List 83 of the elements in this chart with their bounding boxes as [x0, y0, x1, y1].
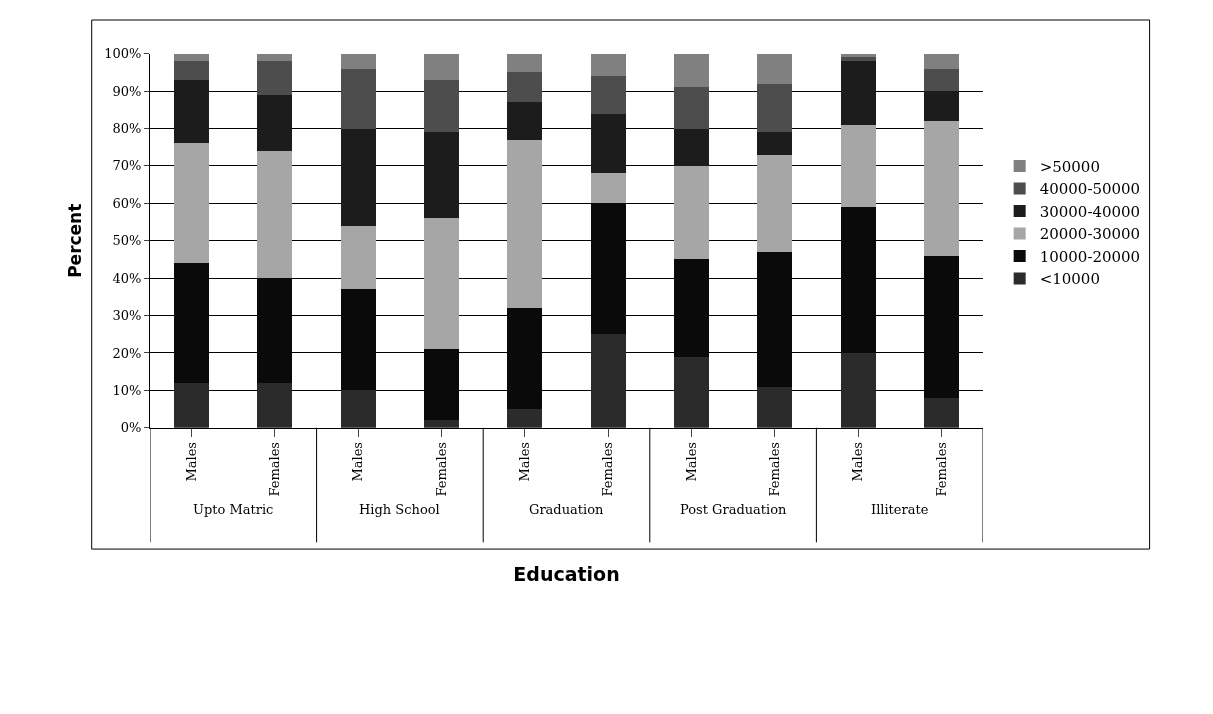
bar [757, 83, 793, 133]
bar [923, 53, 959, 69]
bar [257, 150, 293, 279]
x-tick-label: Males [350, 441, 366, 482]
text: Graduation [529, 502, 604, 517]
y-tick-label: 60% [112, 195, 142, 211]
legend-label: 20000-30000 [1039, 225, 1141, 244]
bar [424, 420, 460, 428]
bar [174, 53, 210, 62]
legend-label: <10000 [1039, 270, 1100, 289]
bar [757, 132, 793, 155]
x-tick-label: Females [766, 441, 782, 497]
x-tick-label: Males [850, 441, 866, 482]
bar [673, 165, 709, 260]
y-tick-label: 40% [112, 270, 142, 286]
y-tick-label: 30% [112, 308, 142, 324]
bar [257, 61, 293, 95]
bar [424, 53, 460, 80]
x-tick-label: Males [517, 441, 533, 482]
x-tick-label: Males [183, 441, 199, 482]
bar [673, 53, 709, 88]
bar [424, 218, 460, 350]
y-tick-label: 50% [112, 233, 142, 249]
y-tick-label: 80% [112, 121, 142, 137]
bar [590, 113, 626, 174]
bar [507, 102, 543, 140]
bar [923, 121, 959, 256]
legend-label: 10000-20000 [1039, 247, 1141, 266]
bar [174, 382, 210, 428]
y-tick-label: 90% [112, 83, 142, 99]
y-tick-label: 20% [112, 345, 142, 361]
legend-label: 40000-50000 [1039, 180, 1141, 199]
y-tick-label: 100% [104, 46, 142, 62]
bar [174, 143, 210, 264]
bar [257, 53, 293, 62]
bar [590, 334, 626, 428]
bar [507, 72, 543, 103]
x-tick-label: Females [267, 441, 283, 497]
y-tick-label: 70% [112, 158, 142, 174]
bar [923, 397, 959, 428]
bar [840, 61, 876, 125]
bar [923, 91, 959, 122]
text: Post Graduation [680, 502, 788, 517]
bar [340, 53, 376, 69]
bar [257, 94, 293, 151]
bar [590, 53, 626, 77]
bar [340, 68, 376, 129]
x-tick-label: Males [683, 441, 699, 482]
bar [424, 132, 460, 219]
y-tick-label: 0% [120, 420, 142, 436]
bar [840, 57, 876, 62]
y-axis-title: Percent [64, 203, 85, 278]
bar [757, 53, 793, 84]
text: Illiterate [871, 502, 929, 517]
bar [174, 61, 210, 80]
bar [424, 79, 460, 133]
bar [257, 382, 293, 428]
bar [340, 225, 376, 290]
legend-label: 30000-40000 [1039, 202, 1141, 221]
y-tick-label: 10% [112, 382, 142, 398]
legend-label: >50000 [1039, 157, 1100, 176]
bar [673, 87, 709, 129]
bar [590, 173, 626, 204]
bar [923, 68, 959, 92]
bar [340, 390, 376, 428]
bar [673, 128, 709, 166]
bar [840, 352, 876, 428]
bar [840, 124, 876, 208]
bar [507, 409, 543, 428]
x-tick-label: Females [933, 441, 949, 497]
bar [340, 128, 376, 226]
x-tick-label: Females [433, 441, 449, 497]
bar [757, 154, 793, 252]
bar [590, 76, 626, 114]
bar [507, 53, 543, 73]
text: Upto Matric [193, 502, 274, 517]
bar [673, 356, 709, 428]
text: High School [359, 502, 440, 517]
x-axis-title: Education [513, 563, 620, 586]
bar [174, 79, 210, 144]
x-tick-label: Females [600, 441, 616, 497]
bar [507, 139, 543, 309]
bar [757, 386, 793, 428]
